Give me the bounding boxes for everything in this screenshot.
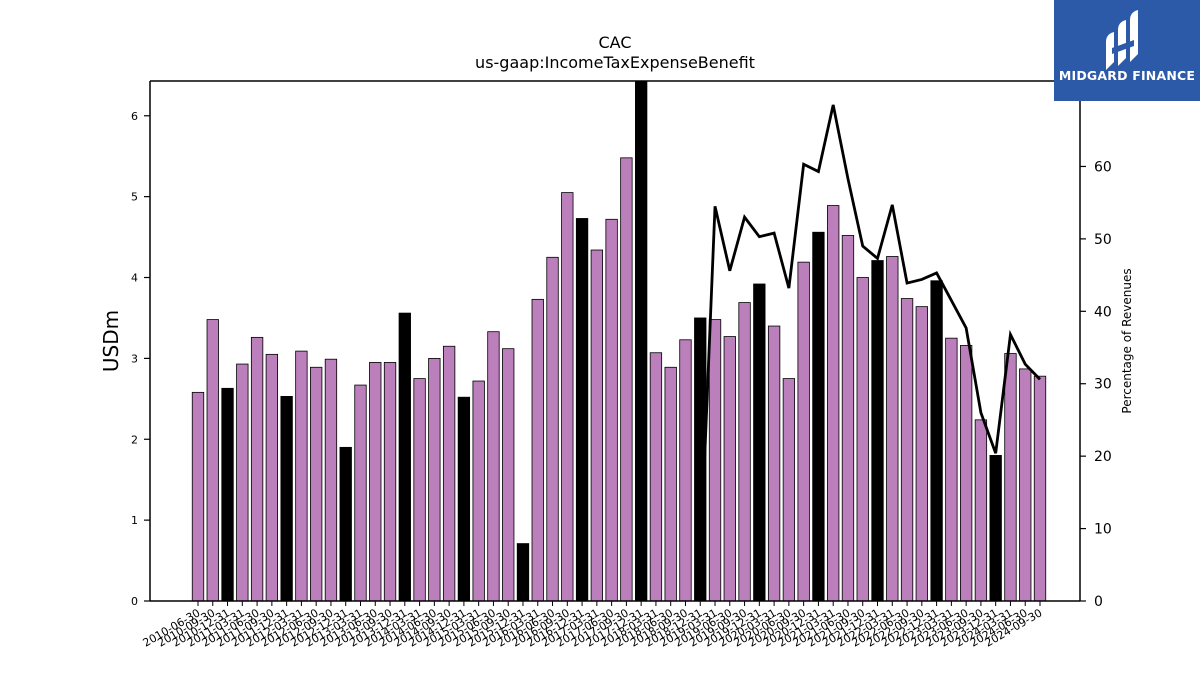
- bar: [502, 348, 515, 602]
- bar: [280, 395, 293, 602]
- bar: [649, 352, 663, 602]
- bar: [827, 205, 840, 602]
- y2-tick-label: 30: [1094, 377, 1112, 393]
- y2-tick-label: 60: [1094, 159, 1112, 175]
- bar: [886, 256, 899, 602]
- bar: [324, 358, 338, 602]
- bar: [221, 387, 234, 602]
- bar: [487, 331, 500, 602]
- bar: [723, 336, 736, 602]
- bar: [206, 319, 219, 602]
- y-axis-label: USDm: [99, 310, 123, 372]
- bar: [989, 455, 1002, 602]
- brand-name: MIDGARD FINANCE: [1058, 68, 1196, 83]
- bar: [457, 396, 471, 602]
- bar: [516, 543, 530, 602]
- bar: [265, 353, 279, 602]
- y2-axis-label: Percentage of Revenues: [1120, 268, 1134, 413]
- bar: [930, 280, 943, 602]
- bar: [620, 157, 633, 602]
- y2-tick-label: 50: [1094, 232, 1112, 248]
- bar: [900, 298, 914, 602]
- bar: [413, 378, 426, 602]
- y-tick-label: 3: [131, 352, 138, 365]
- bar: [354, 384, 367, 602]
- bar: [369, 362, 382, 602]
- bar: [250, 336, 264, 602]
- bar: [310, 366, 323, 602]
- y-tick-label: 2: [131, 433, 138, 446]
- midgard-m-logo-icon: [1106, 10, 1138, 70]
- chart-title: CAC: [598, 33, 631, 52]
- bar: [531, 298, 544, 602]
- bar: [797, 261, 810, 602]
- bar: [856, 277, 869, 602]
- bar: [708, 319, 722, 602]
- bar: [472, 380, 485, 602]
- bar: [428, 357, 441, 602]
- bar: [561, 192, 574, 602]
- bar: [1033, 375, 1047, 602]
- y2-tick-label: 20: [1094, 449, 1112, 465]
- y-tick-label: 1: [131, 514, 138, 527]
- bar: [915, 306, 928, 602]
- bar: [383, 362, 397, 602]
- chart-subtitle: us-gaap:IncomeTaxExpenseBenefit: [475, 53, 755, 72]
- series-line: [698, 104, 1042, 565]
- bar: [871, 260, 884, 602]
- bar: [812, 231, 825, 602]
- bar: [974, 419, 988, 602]
- bar: [1004, 353, 1017, 602]
- bar: [738, 302, 751, 602]
- bar: [339, 446, 352, 602]
- bar: [767, 325, 781, 602]
- bar: [945, 337, 958, 602]
- bar: [236, 363, 249, 602]
- y-tick-label: 5: [131, 191, 138, 204]
- y2-tick-label: 10: [1094, 522, 1112, 538]
- bar: [1019, 368, 1032, 602]
- bar: [841, 235, 855, 602]
- bar: [546, 256, 559, 602]
- y-tick-label: 4: [131, 272, 138, 285]
- bar: [635, 80, 648, 602]
- brand-logo: MIDGARD FINANCE: [1054, 0, 1200, 101]
- bar: [442, 345, 456, 602]
- bar: [782, 378, 796, 602]
- bar: [575, 218, 589, 602]
- bar: [959, 345, 973, 602]
- bar: [664, 366, 677, 602]
- y2-tick-label: 0: [1094, 594, 1103, 610]
- bar: [295, 350, 308, 602]
- bar: [398, 312, 411, 602]
- bar: [679, 339, 692, 602]
- y2-tick-label: 40: [1094, 304, 1112, 320]
- y-tick-label: 6: [131, 110, 138, 123]
- bar: [191, 391, 205, 602]
- bar: [753, 283, 766, 602]
- y-tick-label: 0: [131, 595, 138, 608]
- bar: [605, 218, 618, 602]
- bar: [590, 249, 603, 602]
